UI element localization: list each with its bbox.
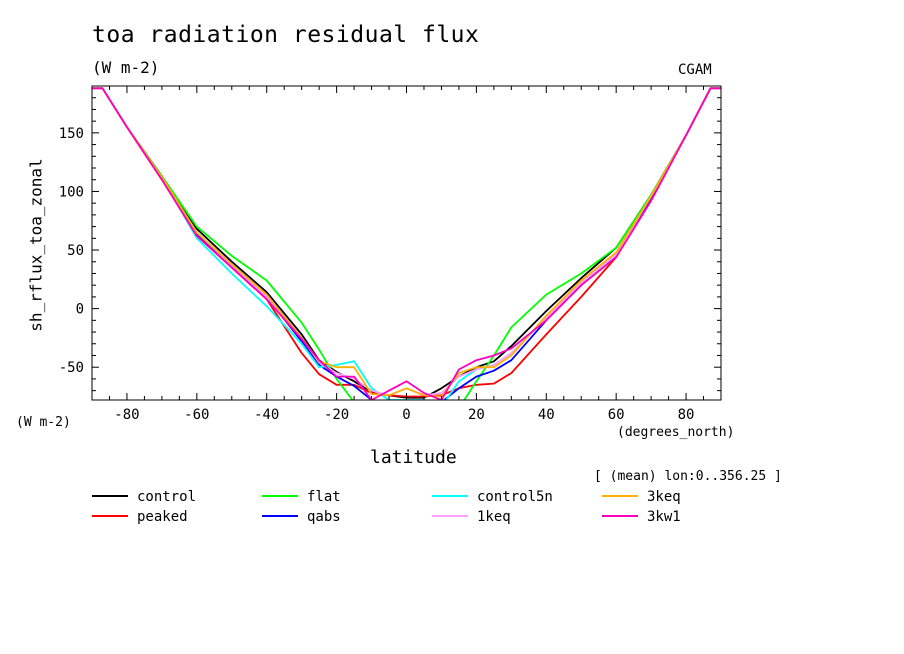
legend-label-3keq: 3keq [647,489,681,505]
legend-label-3kw1: 3kw1 [647,509,681,525]
averaging-note: [ (mean) lon:0..356.25 ] [594,469,782,484]
series-line-peaked [92,87,721,398]
x-tick-label: 80 [678,407,695,423]
chart-title: toa radiation residual flux [92,22,480,48]
series-line-qabs [92,87,721,400]
x-axis-units: (degrees_north) [617,425,735,440]
x-tick-label: 40 [538,407,555,423]
legend-label-peaked: peaked [137,509,188,525]
y-axis-units: (W m-2) [16,415,71,430]
x-tick-label: 0 [402,407,410,423]
series-line-3kw1 [92,87,721,400]
plot-frame [91,85,722,401]
series-line-flat [92,87,721,400]
chart-units: (W m-2) [92,58,160,77]
x-tick-label: -40 [254,407,279,423]
series-line-3keq [92,87,721,398]
x-tick-label: 20 [468,407,485,423]
y-tick-label: 50 [67,243,84,259]
legend: control flat control5n 3keq peaked qabs 1keq 3k… [92,489,681,525]
source-label: CGAM [678,62,712,78]
y-tick-label: 100 [59,184,84,200]
legend-label-qabs: qabs [307,509,341,525]
x-tick-label: -60 [184,407,209,423]
series-line-control [92,87,721,399]
legend-label-flat: flat [307,489,341,505]
y-tick-label: 0 [76,302,84,318]
x-tick-label: -80 [114,407,139,423]
axis-layer: -80 -60 -40 -20 0 20 40 60 80 -50 0 50 100 150 [59,86,722,423]
legend-label-control5n: control5n [477,489,553,505]
x-tick-label: 60 [608,407,625,423]
legend-label-1keq: 1keq [477,509,511,525]
legend-label-control: control [137,489,196,505]
y-tick-label: -50 [59,360,84,376]
series-layer [92,87,721,400]
y-tick-label: 150 [59,126,84,142]
x-axis-label: latitude [370,447,457,468]
series-line-control5n [92,87,721,400]
x-tick-label: -20 [324,407,349,423]
